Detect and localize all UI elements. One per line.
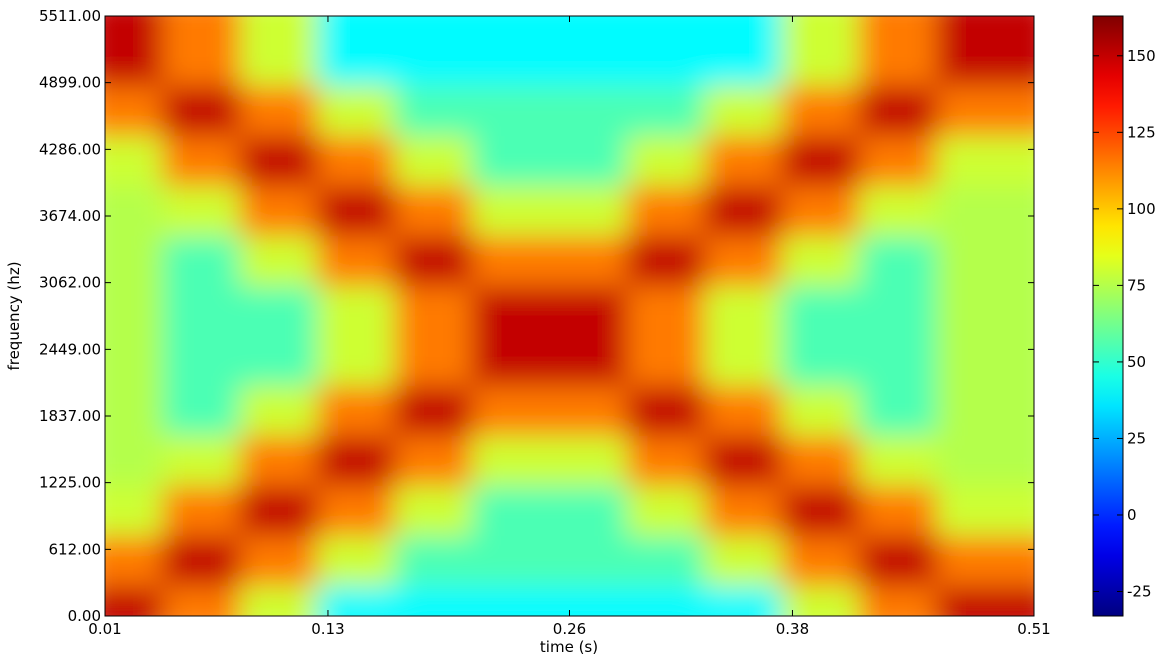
y-tick-label: 2449.00 <box>39 340 101 358</box>
y-tick-label: 1837.00 <box>39 407 101 425</box>
colorbar-tick-label: 75 <box>1127 276 1146 294</box>
colorbar-tick-label: 125 <box>1127 123 1156 141</box>
colorbar-tick-label: -25 <box>1127 583 1152 601</box>
x-axis-label: time (s) <box>540 638 598 656</box>
y-tick-label: 612.00 <box>49 540 102 558</box>
x-tick-label: 0.01 <box>88 620 121 638</box>
y-tick-label: 3062.00 <box>39 274 101 292</box>
x-tick-label: 0.51 <box>1017 620 1050 638</box>
x-tick-label: 0.13 <box>311 620 344 638</box>
colorbar-tick-label: 100 <box>1127 200 1156 218</box>
y-tick-label: 1225.00 <box>39 474 101 492</box>
y-axis-label: frequency (hz) <box>5 261 23 370</box>
y-tick-label: 3674.00 <box>39 207 101 225</box>
colorbar <box>1092 15 1124 617</box>
y-tick-label: 4899.00 <box>39 74 101 92</box>
colorbar-tick-label: 50 <box>1127 353 1146 371</box>
colorbar-tick-label: 25 <box>1127 429 1146 447</box>
y-tick-label: 4286.00 <box>39 140 101 158</box>
x-tick-label: 0.26 <box>553 620 586 638</box>
colorbar-tick-label: 150 <box>1127 47 1156 65</box>
heatmap-cells <box>105 16 1034 616</box>
y-tick-label: 5511.00 <box>39 7 101 25</box>
x-tick-label: 0.38 <box>776 620 809 638</box>
colorbar-tick-label: 0 <box>1127 506 1137 524</box>
y-tick-label: 0.00 <box>68 607 101 625</box>
heatmap-cell <box>936 16 1034 86</box>
heatmap <box>105 16 1034 616</box>
